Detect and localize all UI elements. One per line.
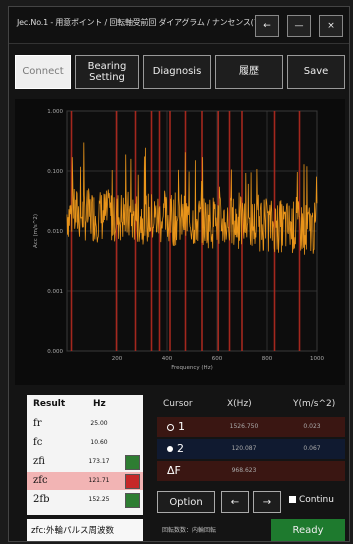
y-tick-label: 0.000 xyxy=(47,349,63,355)
cursor-row-2[interactable]: 2 120.087 0.067 xyxy=(157,439,345,459)
spectrum-line xyxy=(66,142,318,255)
tab-diagnosis[interactable]: Diagnosis xyxy=(143,55,211,89)
back-button[interactable]: ← xyxy=(255,15,279,37)
cursor-label: 2 xyxy=(177,442,184,455)
cursor-header: Cursor xyxy=(163,399,193,409)
cursor-y-value: 0.067 xyxy=(303,445,321,452)
x-tick-label: 1000 xyxy=(310,356,324,362)
result-row-fr: fr 25.00 xyxy=(27,415,143,433)
cursor-right-button[interactable]: → xyxy=(253,491,281,513)
cursor-row-1[interactable]: 1 1526.750 0.023 xyxy=(157,417,345,437)
y-axis-label: Acc (m/s^2) xyxy=(33,214,39,248)
ready-button[interactable]: Ready xyxy=(271,519,345,541)
result-value: 173.17 xyxy=(88,458,110,465)
result-value: 121.71 xyxy=(88,477,110,484)
tab-bar: Connect Bearing Setting Diagnosis 履歴 Sav… xyxy=(15,55,345,89)
window-title: Jec.No.1 - 用意ポイント / 回転軸受前回 ダイアグラム / ナンセン… xyxy=(17,18,262,27)
result-value: 25.00 xyxy=(90,420,108,427)
spectrum-chart[interactable]: 1.000 0.100 0.010 0.001 0.000 200 400 600 800 100… xyxy=(15,99,345,385)
tab-connect[interactable]: Connect xyxy=(15,55,71,89)
result-row-zfc[interactable]: zfc 121.71 xyxy=(27,472,143,490)
result-label: 2fb xyxy=(33,494,50,505)
close-button[interactable]: × xyxy=(319,15,343,37)
result-value: 10.60 xyxy=(90,439,108,446)
cursor-dot-icon xyxy=(167,446,173,452)
color-swatch[interactable] xyxy=(125,455,140,470)
cursor-panel: Cursor X(Hz) Y(m/s^2) 1 1526.750 0.023 2… xyxy=(155,395,347,495)
continuous-checkbox[interactable]: Continu xyxy=(289,495,334,505)
cursor-left-button[interactable]: ← xyxy=(221,491,249,513)
cursor-x-value: 1526.750 xyxy=(229,423,259,430)
minimize-button[interactable]: — xyxy=(287,15,311,37)
option-button[interactable]: Option xyxy=(157,491,215,513)
x-axis-label: Frequency (Hz) xyxy=(171,365,212,371)
app-window: Jec.No.1 - 用意ポイント / 回転軸受前回 ダイアグラム / ナンセン… xyxy=(8,6,350,542)
result-label: zfi xyxy=(33,456,45,467)
checkbox-icon[interactable] xyxy=(289,496,296,503)
result-row-zfi[interactable]: zfi 173.17 xyxy=(27,453,143,471)
y-tick-label: 1.000 xyxy=(47,109,63,115)
y-tick-label: 0.010 xyxy=(47,229,63,235)
tab-bearing-setting[interactable]: Bearing Setting xyxy=(75,55,139,89)
spectrum-svg: 1.000 0.100 0.010 0.001 0.000 200 400 600 800 100… xyxy=(33,109,324,371)
result-row-fc: fc 10.60 xyxy=(27,434,143,452)
cursor-label: ΔF xyxy=(167,464,181,477)
cursor-dot-icon xyxy=(167,423,174,431)
tab-history[interactable]: 履歴 xyxy=(215,55,283,89)
title-bar: Jec.No.1 - 用意ポイント / 回転軸受前回 ダイアグラム / ナンセン… xyxy=(9,7,349,44)
result-label: fc xyxy=(33,437,43,448)
result-label: fr xyxy=(33,418,42,429)
tab-save[interactable]: Save xyxy=(287,55,345,89)
x-tick-label: 200 xyxy=(112,356,123,362)
cursor-x-header: X(Hz) xyxy=(227,399,252,409)
result-table: Result Hz fr 25.00 fc 10.60 zfi 173.17 z… xyxy=(27,395,143,515)
status-text: 回転数数：内輪回転 xyxy=(162,527,217,534)
y-tick-label: 0.001 xyxy=(47,289,63,295)
cursor-x-value: 120.087 xyxy=(231,445,257,452)
frequency-note: zfc:外輪パルス周波数 xyxy=(27,519,143,541)
result-value: 152.25 xyxy=(88,496,110,503)
color-swatch[interactable] xyxy=(125,493,140,508)
cursor-row-delta[interactable]: ΔF 968.623 xyxy=(157,461,345,481)
color-swatch[interactable] xyxy=(125,474,140,489)
cursor-x-value: 968.623 xyxy=(231,467,257,474)
x-tick-label: 800 xyxy=(262,356,273,362)
x-tick-label: 400 xyxy=(162,356,173,362)
result-header-label: Result xyxy=(33,399,66,409)
y-tick-label: 0.100 xyxy=(47,169,63,175)
result-header-unit: Hz xyxy=(93,399,106,409)
result-label: zfc xyxy=(33,475,48,486)
cursor-y-value: 0.023 xyxy=(303,423,321,430)
x-tick-label: 600 xyxy=(212,356,223,362)
cursor-y-header: Y(m/s^2) xyxy=(293,399,336,409)
continuous-label: Continu xyxy=(299,495,334,505)
result-row-2fb[interactable]: 2fb 152.25 xyxy=(27,491,143,509)
cursor-label: 1 xyxy=(178,420,185,433)
